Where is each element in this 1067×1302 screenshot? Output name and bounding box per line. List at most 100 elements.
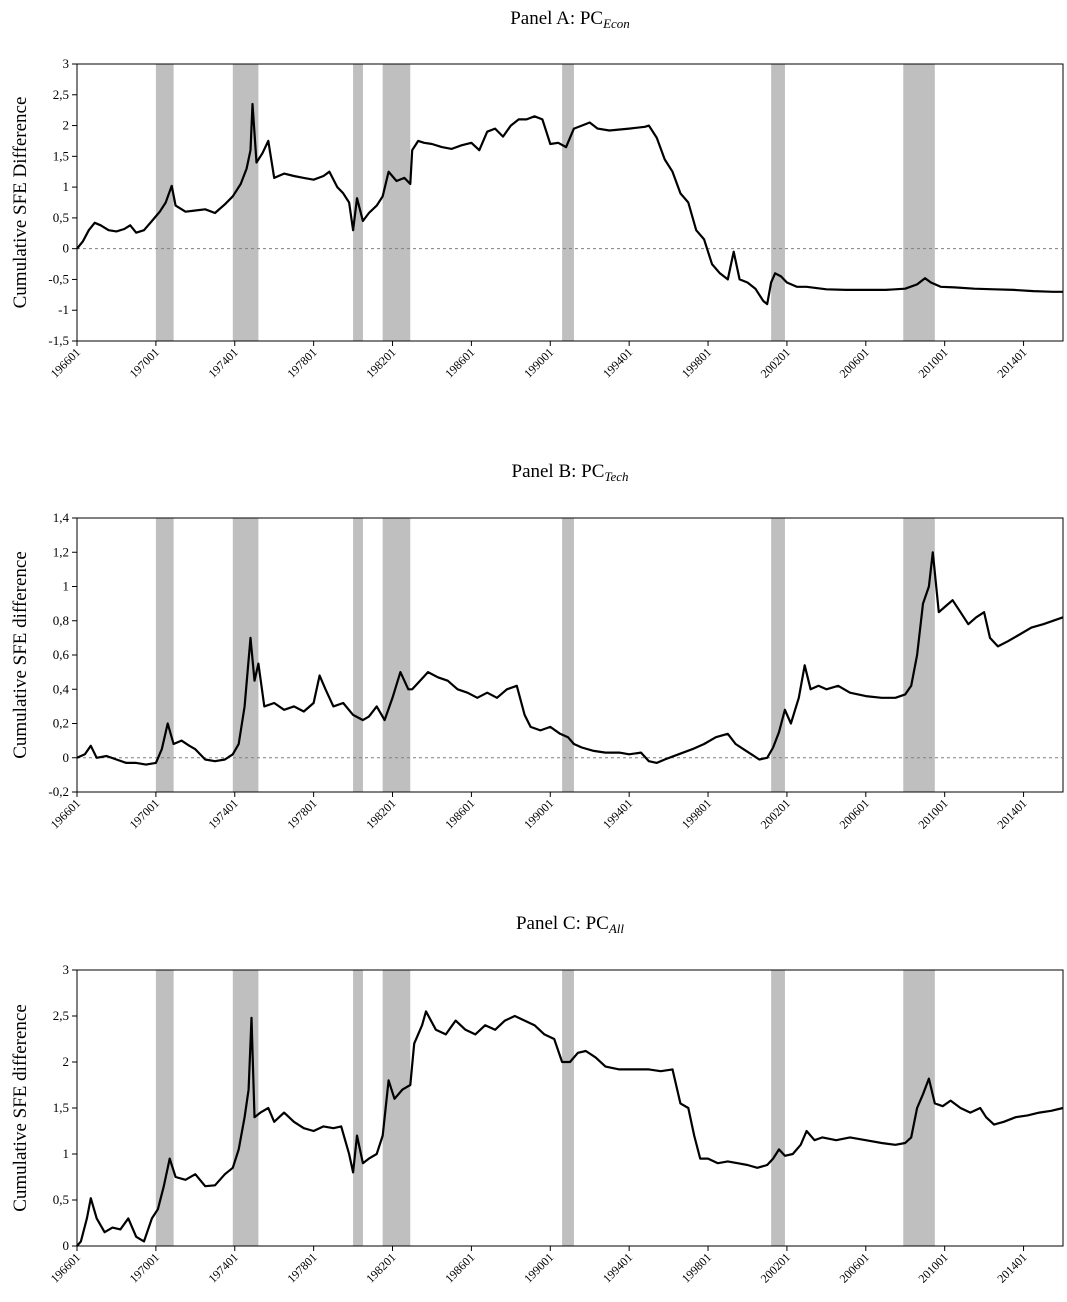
recession-band xyxy=(562,970,574,1246)
x-tick-label: 201401 xyxy=(994,796,1029,831)
recession-band xyxy=(562,518,574,792)
x-tick-label: 201001 xyxy=(915,1250,950,1285)
y-tick-label: 0,6 xyxy=(53,647,70,662)
plot-frame xyxy=(76,63,1064,342)
y-tick-label: -0,2 xyxy=(48,784,69,799)
x-tick-label: 200601 xyxy=(837,796,872,831)
y-axis-label: Cumulative SFE difference xyxy=(10,551,31,759)
x-tick-label: 201401 xyxy=(994,345,1029,380)
panel-b: Panel B: PCTech -0,2 0 0,2 0,4 0,6 0,8 1 1,2 1,4 1… xyxy=(10,461,1064,832)
y-tick-label: 1,5 xyxy=(53,148,69,163)
x-tick-label: 198201 xyxy=(363,1250,398,1285)
x-tick-label: 197001 xyxy=(127,1250,162,1285)
panel-title: Panel A: PCEcon xyxy=(510,8,630,31)
y-tick-label: 1 xyxy=(63,1146,70,1161)
recession-band xyxy=(353,518,363,792)
x-tick-label: 200601 xyxy=(837,1250,872,1285)
y-tick-label: 0,8 xyxy=(53,613,69,628)
x-tick-label: 198201 xyxy=(363,345,398,380)
x-tick-label: 199001 xyxy=(521,796,556,831)
x-tick-label: 201001 xyxy=(915,345,950,380)
recession-band xyxy=(903,970,935,1246)
recession-band xyxy=(771,64,785,341)
panel-title-subscript: Tech xyxy=(604,469,628,484)
x-tick-label: 198601 xyxy=(442,796,477,831)
x-tick-label: 197801 xyxy=(284,796,319,831)
y-tick-label: 0 xyxy=(63,241,70,256)
panel-c: Panel C: PCAll 0 0,5 1 1,5 2 2,5 3 196601 197001 1… xyxy=(10,913,1064,1286)
series-line xyxy=(76,551,1064,766)
recession-band xyxy=(903,518,935,792)
y-axis-label: Cumulative SFE Difference xyxy=(10,97,31,309)
recession-band xyxy=(382,518,411,792)
y-tick-label: 0,5 xyxy=(53,1192,69,1207)
x-tick-label: 197801 xyxy=(284,345,319,380)
x-tick-label: 196601 xyxy=(48,1250,83,1285)
x-tick-label: 200201 xyxy=(758,796,793,831)
x-tick-label: 199001 xyxy=(521,1250,556,1285)
y-tick-label: 2 xyxy=(63,118,70,133)
recession-band xyxy=(155,518,174,792)
x-tick-label: 199401 xyxy=(600,345,635,380)
panel-title: Panel C: PCAll xyxy=(516,913,624,936)
x-tick-label: 198601 xyxy=(442,1250,477,1285)
x-tick-label: 201401 xyxy=(994,1250,1029,1285)
y-tick-label: -1 xyxy=(58,302,69,317)
panel-title: Panel B: PCTech xyxy=(512,461,629,484)
y-tick-label: 3 xyxy=(63,56,70,71)
x-tick-label: 199401 xyxy=(600,1250,635,1285)
y-tick-label: 2,5 xyxy=(53,1008,69,1023)
y-tick-label: 0,4 xyxy=(53,681,70,696)
x-tick-label: 199001 xyxy=(521,345,556,380)
recession-band xyxy=(353,970,363,1246)
recession-band xyxy=(562,64,574,341)
y-tick-label: 2 xyxy=(63,1054,70,1069)
x-tick-label: 197001 xyxy=(127,796,162,831)
y-tick-label: 1 xyxy=(63,579,70,594)
x-tick-label: 199801 xyxy=(679,796,714,831)
panel-title-main: Panel C: PC xyxy=(516,913,609,934)
panel-title-subscript: All xyxy=(608,921,625,936)
x-tick-label: 196601 xyxy=(48,796,83,831)
x-tick-label: 199801 xyxy=(679,345,714,380)
recession-band xyxy=(382,64,411,341)
panel-title-main: Panel B: PC xyxy=(512,461,605,482)
x-tick-label: 197001 xyxy=(127,345,162,380)
y-tick-label: 0,2 xyxy=(53,716,69,731)
x-tick-label: 197801 xyxy=(284,1250,319,1285)
x-tick-label: 197401 xyxy=(206,345,241,380)
y-tick-label: 1 xyxy=(63,179,70,194)
recession-band xyxy=(232,518,259,792)
y-tick-label: -0,5 xyxy=(48,271,69,286)
x-tick-label: 198601 xyxy=(442,345,477,380)
y-tick-label: 1,4 xyxy=(53,510,70,525)
y-tick-label: 3 xyxy=(63,962,70,977)
y-tick-label: 1,5 xyxy=(53,1100,69,1115)
panel-title-main: Panel A: PC xyxy=(510,8,603,29)
x-tick-label: 198201 xyxy=(363,796,398,831)
recession-band xyxy=(232,64,259,341)
recession-band xyxy=(382,970,411,1246)
recession-band xyxy=(903,64,935,341)
panel-a: Panel A: PCEcon -1,5 -1 -0,5 0 0,5 1 1,5 2 2,5 3 19… xyxy=(10,8,1064,381)
x-tick-label: 196601 xyxy=(48,345,83,380)
y-tick-label: 0,5 xyxy=(53,210,69,225)
y-tick-label: 1,2 xyxy=(53,544,69,559)
recession-band xyxy=(771,970,785,1246)
x-tick-label: 199801 xyxy=(679,1250,714,1285)
x-tick-label: 200201 xyxy=(758,345,793,380)
series-line xyxy=(76,1010,1064,1247)
x-tick-label: 197401 xyxy=(206,1250,241,1285)
y-tick-label: -1,5 xyxy=(48,333,69,348)
recession-band xyxy=(155,970,174,1246)
recession-band xyxy=(771,518,785,792)
y-tick-label: 0 xyxy=(63,750,70,765)
series-line xyxy=(76,102,1063,306)
x-tick-label: 197401 xyxy=(206,796,241,831)
x-tick-label: 200601 xyxy=(837,345,872,380)
y-tick-label: 0 xyxy=(63,1238,70,1253)
x-tick-label: 199401 xyxy=(600,796,635,831)
x-tick-label: 201001 xyxy=(915,796,950,831)
x-tick-label: 200201 xyxy=(758,1250,793,1285)
